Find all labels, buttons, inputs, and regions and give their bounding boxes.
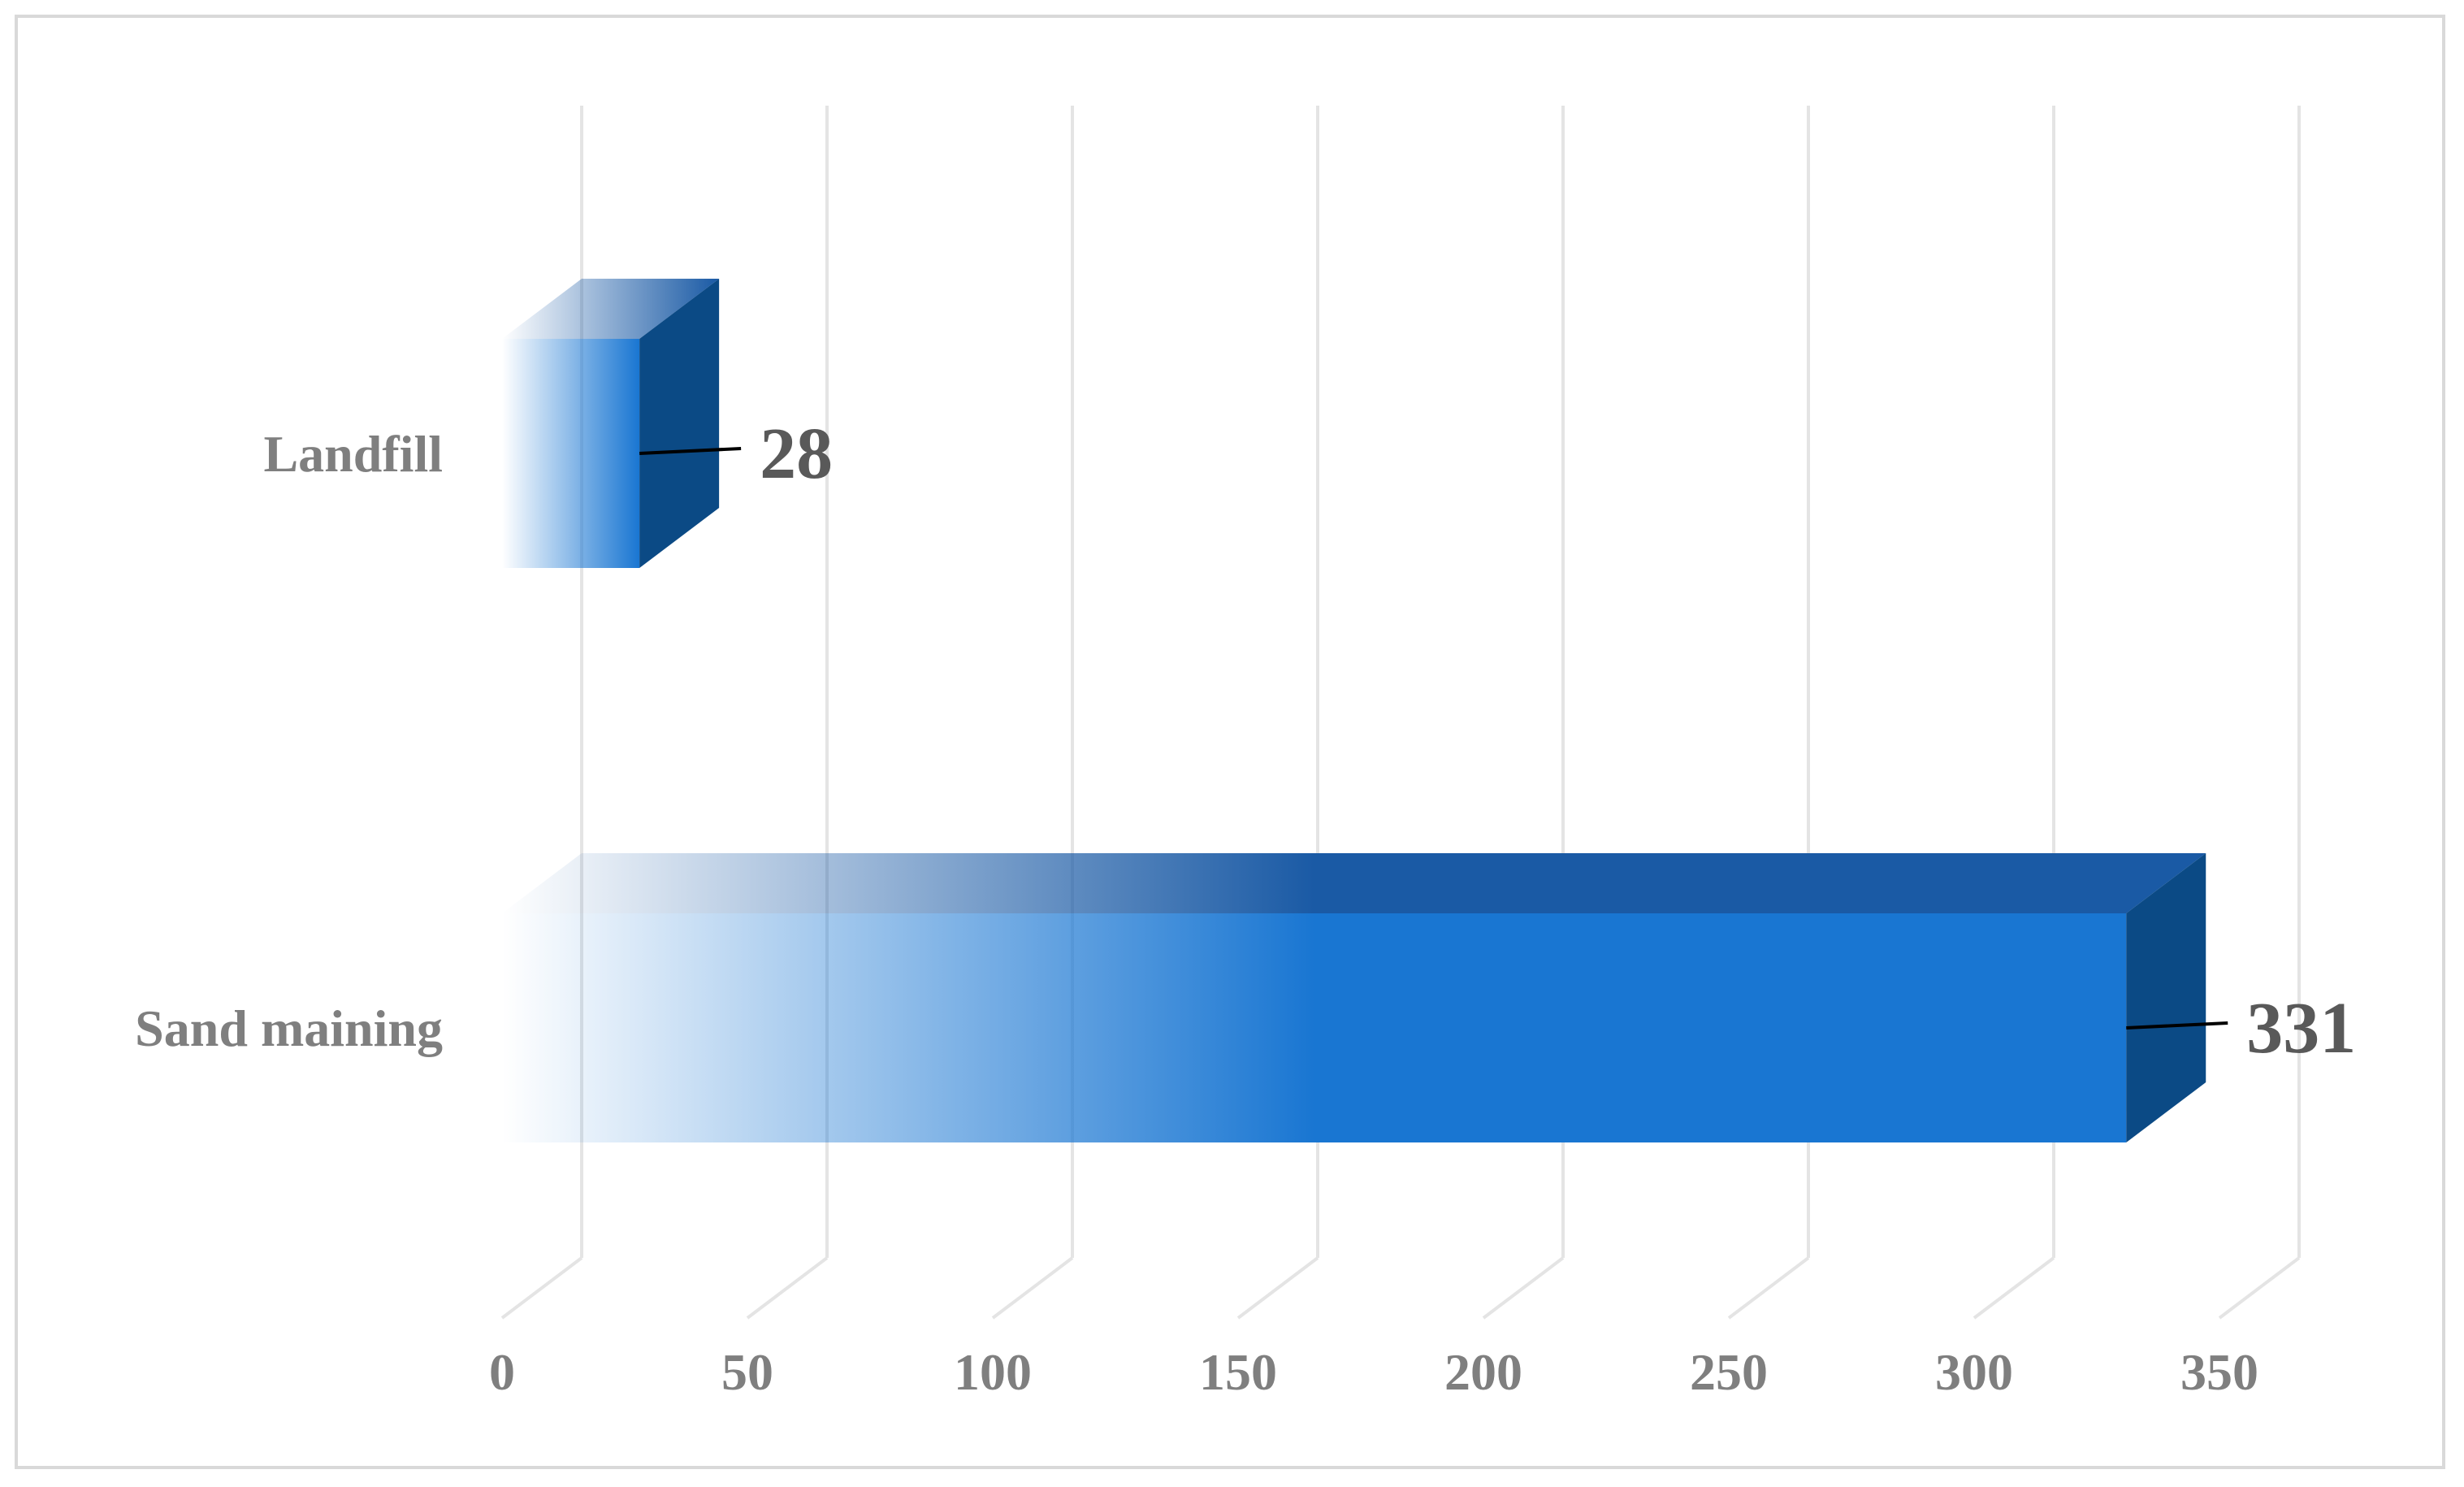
x-tick-label: 250: [1690, 1343, 1768, 1401]
bar-front-face: [502, 913, 2127, 1142]
x-tick-label: 50: [721, 1343, 773, 1401]
bar-side-face: [639, 279, 720, 568]
floor-gridline: [1972, 1256, 2055, 1320]
labels: 0 50 100 150 200 250 300 350 28 Landfill 331 Sand m…: [135, 414, 2356, 1401]
bar-front-face: [502, 339, 640, 568]
data-label: 28: [760, 414, 833, 494]
floor-gridline: [1236, 1256, 1319, 1320]
floor-gridline: [991, 1256, 1074, 1320]
x-tick-label: 350: [2180, 1343, 2258, 1401]
floor-gridline: [1727, 1256, 1810, 1320]
bar-side-face: [2126, 853, 2206, 1142]
bar: [502, 279, 720, 568]
x-tick-label: 300: [1935, 1343, 2013, 1401]
bar-top-face: [502, 279, 720, 339]
data-label-leader: [639, 447, 742, 455]
floor-gridline: [2218, 1256, 2301, 1320]
x-tick-label: 200: [1444, 1343, 1522, 1401]
floor-gridline: [746, 1256, 829, 1320]
data-label-leader: [2126, 1021, 2228, 1030]
category-label: Sand maining: [135, 999, 443, 1057]
bar: [502, 853, 2206, 1142]
chart-frame: [15, 15, 2445, 1469]
category-label: Landfill: [263, 425, 443, 483]
data-label: 331: [2246, 988, 2356, 1069]
x-tick-label: 150: [1199, 1343, 1277, 1401]
x-tick-label: 100: [954, 1343, 1032, 1401]
floor-gridline: [1482, 1256, 1565, 1320]
x-tick-label: 0: [489, 1343, 515, 1401]
bars: [502, 279, 2206, 1142]
bar-top-face: [502, 853, 2206, 913]
floor-gridline: [500, 1256, 583, 1320]
